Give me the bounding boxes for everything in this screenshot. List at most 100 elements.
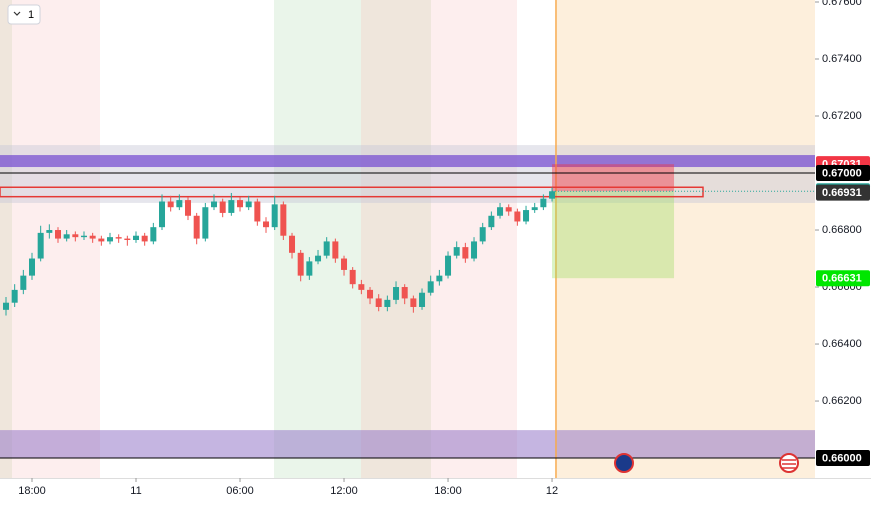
candle-body [549,191,556,199]
candle-body [375,298,382,307]
price-tag-label: 0.66000 [822,452,862,464]
candle-body [228,200,235,213]
band [557,0,815,478]
candle-body [28,258,35,276]
plot [0,164,815,459]
candle-body [531,207,538,211]
candle-body [81,235,88,238]
price-tag-label: 0.66631 [822,273,862,285]
event-flags [614,453,799,473]
candle-body [540,198,547,208]
candle-body [89,235,96,239]
candle-body [367,289,374,299]
price-tag [816,184,870,201]
band [0,0,12,478]
price-tag-label: 0.67000 [822,167,862,179]
candle-body [219,201,226,213]
button[interactable]: 1 [7,4,41,25]
y-tick-label: 0.66800 [822,224,862,236]
candle-body [401,287,408,299]
candle-body [280,204,287,236]
candle-body [488,215,495,228]
candle-body [349,269,356,285]
candle-body [193,215,200,239]
candle-body [63,234,70,239]
zone [0,430,815,459]
candle-body [254,201,261,222]
range-outline [0,186,704,198]
session-bands [0,0,815,478]
candle-body [471,241,478,259]
x-tick-label: 18:00 [434,485,462,497]
y-tick-label: 0.67600 [822,0,862,8]
candle-body [37,232,44,259]
price-tag [816,270,870,287]
candle-body [211,201,218,208]
candle-body [176,200,183,208]
candle-body [445,255,452,276]
candle-body [462,247,469,259]
candle-body [497,207,504,216]
candle-body [185,200,192,216]
candle-body [341,258,348,270]
candle-body [11,289,18,303]
price-tag [816,165,870,182]
candle-body [245,201,252,208]
price-tag [816,450,870,467]
y-tick-label: 0.67400 [822,53,862,65]
flag-us [779,453,799,473]
flag-stripes [782,459,796,469]
candle-body [271,204,278,228]
candle-body [393,287,400,300]
candle-body [115,237,122,239]
candle-body [98,238,105,242]
reward-box [552,191,675,279]
candle-body [505,207,512,212]
candle-body [107,237,114,242]
candle-body [384,299,391,307]
candle-body [46,230,53,233]
axis: 0.662000.664000.666000.668000.672000.674… [18,0,870,497]
candle-body [358,284,365,290]
candle-body [514,211,521,222]
price-axis [815,0,871,501]
zones [0,145,815,459]
chevron [13,11,21,16]
band [12,0,100,478]
candle-body [150,227,157,242]
candle-body [332,241,339,259]
candle-body [453,247,460,256]
candle-body [289,235,296,253]
candle-body [263,221,270,228]
candle-body [297,252,304,276]
candle-body [20,275,27,290]
zone [0,155,815,168]
candle-body [523,210,530,222]
candle-body [427,281,434,293]
x-tick-label: 12 [546,485,558,497]
candle-body [323,241,330,256]
x-tick-label: 12:00 [330,485,358,497]
candle-body [133,235,140,240]
candle-body [72,234,79,238]
zone [0,145,815,203]
candle-body [167,201,174,208]
candle-body [124,238,131,240]
candle-body [419,292,426,307]
flag-au [614,453,634,473]
candle-body [2,302,9,310]
candle-body [55,230,62,239]
candle-body [306,261,313,276]
y-tick-label: 0.67200 [822,110,862,122]
candle-body [141,235,148,242]
candle-body [237,200,244,208]
band [361,0,431,478]
interval-button[interactable] [7,4,41,25]
candle-body [202,207,209,239]
button-label: 1 [28,9,34,21]
candle-body [479,227,486,242]
y-tick-label: 0.66200 [822,395,862,407]
candle-body [436,275,443,282]
candle-body [410,298,417,307]
